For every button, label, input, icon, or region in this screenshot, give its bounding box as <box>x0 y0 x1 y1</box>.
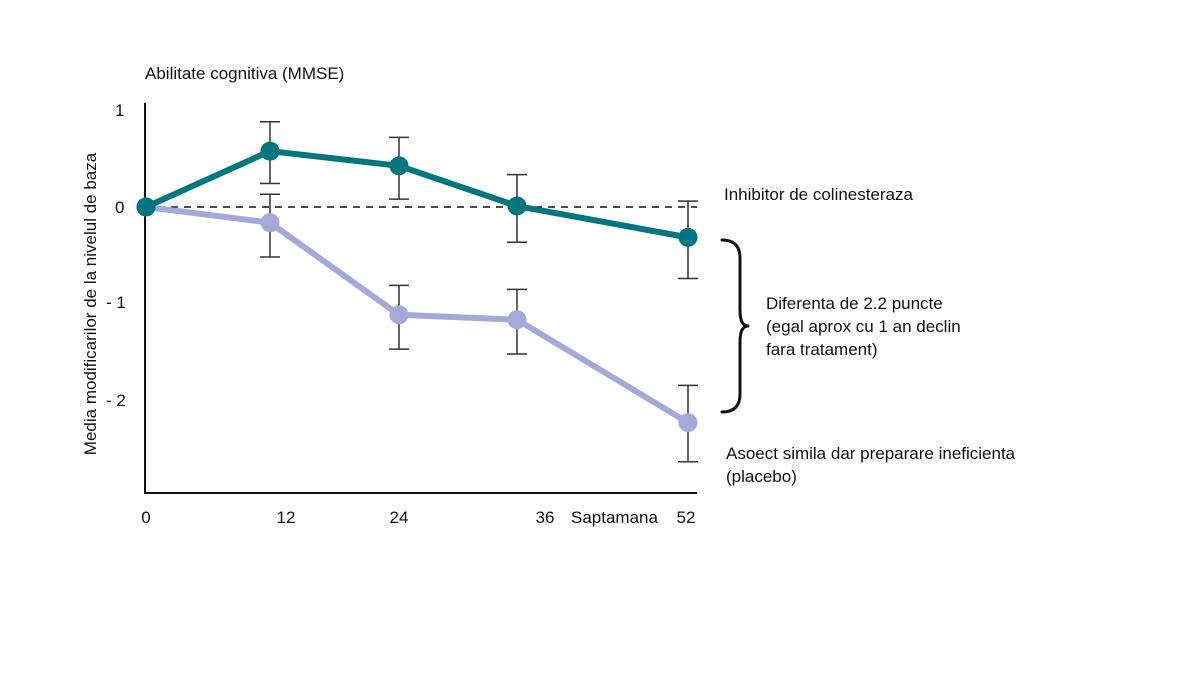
y-tick-label: - 2 <box>106 391 126 410</box>
inhibitor-point <box>678 227 698 247</box>
annotation-line-2: (egal aprox cu 1 an declin <box>766 317 961 336</box>
y-tick-label: - 1 <box>106 293 126 312</box>
chart-title: Abilitate cognitiva (MMSE) <box>145 64 344 83</box>
series-label-inhibitor: Inhibitor de colinesteraza <box>724 185 914 204</box>
placebo-point <box>260 213 280 233</box>
x-tick-label: 24 <box>390 508 409 527</box>
placebo-point <box>678 413 698 433</box>
inhibitor-point <box>260 141 280 161</box>
x-tick-label: 0 <box>141 508 150 527</box>
x-tick-label: 12 <box>277 508 296 527</box>
annotation-line-3: fara tratament) <box>766 340 878 359</box>
inhibitor-line <box>143 148 691 241</box>
x-tick-label: 36 <box>536 508 555 527</box>
placebo-series <box>136 193 698 463</box>
inhibitor-point <box>389 156 409 176</box>
placebo-line <box>143 204 691 426</box>
series-label-placebo-line2: (placebo) <box>726 467 797 486</box>
x-tick-label: 52 <box>677 508 696 527</box>
inhibitor-point <box>136 197 156 217</box>
series-label-placebo: Asoect simila dar preparare ineficienta <box>726 444 1016 463</box>
x-axis-label: Saptamana <box>571 508 658 527</box>
placebo-point <box>507 310 527 330</box>
y-tick-label: 1 <box>115 101 124 120</box>
inhibitor-series <box>136 120 698 280</box>
y-tick-label: 0 <box>115 198 124 217</box>
placebo-point <box>389 305 409 325</box>
annotation-line-1: Diferenta de 2.2 puncte <box>766 294 943 313</box>
difference-brace <box>720 238 750 414</box>
inhibitor-point <box>507 196 527 216</box>
y-axis-label: Media modificarilor de la nivelul de baz… <box>81 152 100 455</box>
